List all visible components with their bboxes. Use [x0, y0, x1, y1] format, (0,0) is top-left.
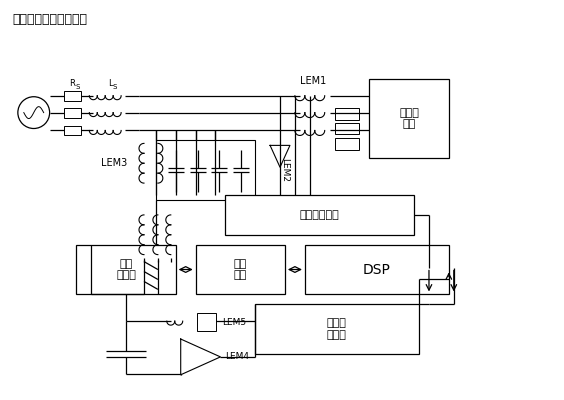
Bar	[334, 122, 359, 134]
Text: 采样前置电路: 采样前置电路	[300, 210, 340, 220]
Text: S: S	[75, 84, 80, 90]
Text: 有源
逆变器: 有源 逆变器	[116, 259, 136, 280]
Bar	[197, 313, 217, 331]
Bar	[64, 126, 81, 136]
Bar	[255, 304, 419, 354]
Bar	[64, 91, 81, 101]
Text: LEM3: LEM3	[102, 158, 127, 168]
Text: 电压变送器的基本原理: 电压变送器的基本原理	[12, 13, 87, 26]
Bar	[305, 245, 449, 294]
Bar	[64, 108, 81, 118]
Bar	[226, 195, 414, 235]
Text: S: S	[113, 84, 117, 90]
Text: 光隔
驱动: 光隔 驱动	[233, 259, 247, 280]
Bar	[196, 245, 285, 294]
Bar	[334, 108, 359, 120]
Text: LEM5: LEM5	[222, 318, 246, 327]
Bar	[156, 140, 255, 200]
Bar	[77, 245, 176, 294]
Text: DSP: DSP	[363, 262, 390, 276]
Text: 非线性
负载: 非线性 负载	[399, 108, 419, 129]
Text: L: L	[108, 79, 112, 88]
Text: LEM2: LEM2	[280, 158, 289, 182]
Text: R: R	[69, 79, 76, 88]
Text: 采样前
置电路: 采样前 置电路	[327, 318, 346, 340]
Bar	[369, 79, 449, 158]
Bar	[334, 138, 359, 150]
Text: LEM4: LEM4	[226, 352, 249, 362]
Text: LEM1: LEM1	[300, 76, 326, 86]
